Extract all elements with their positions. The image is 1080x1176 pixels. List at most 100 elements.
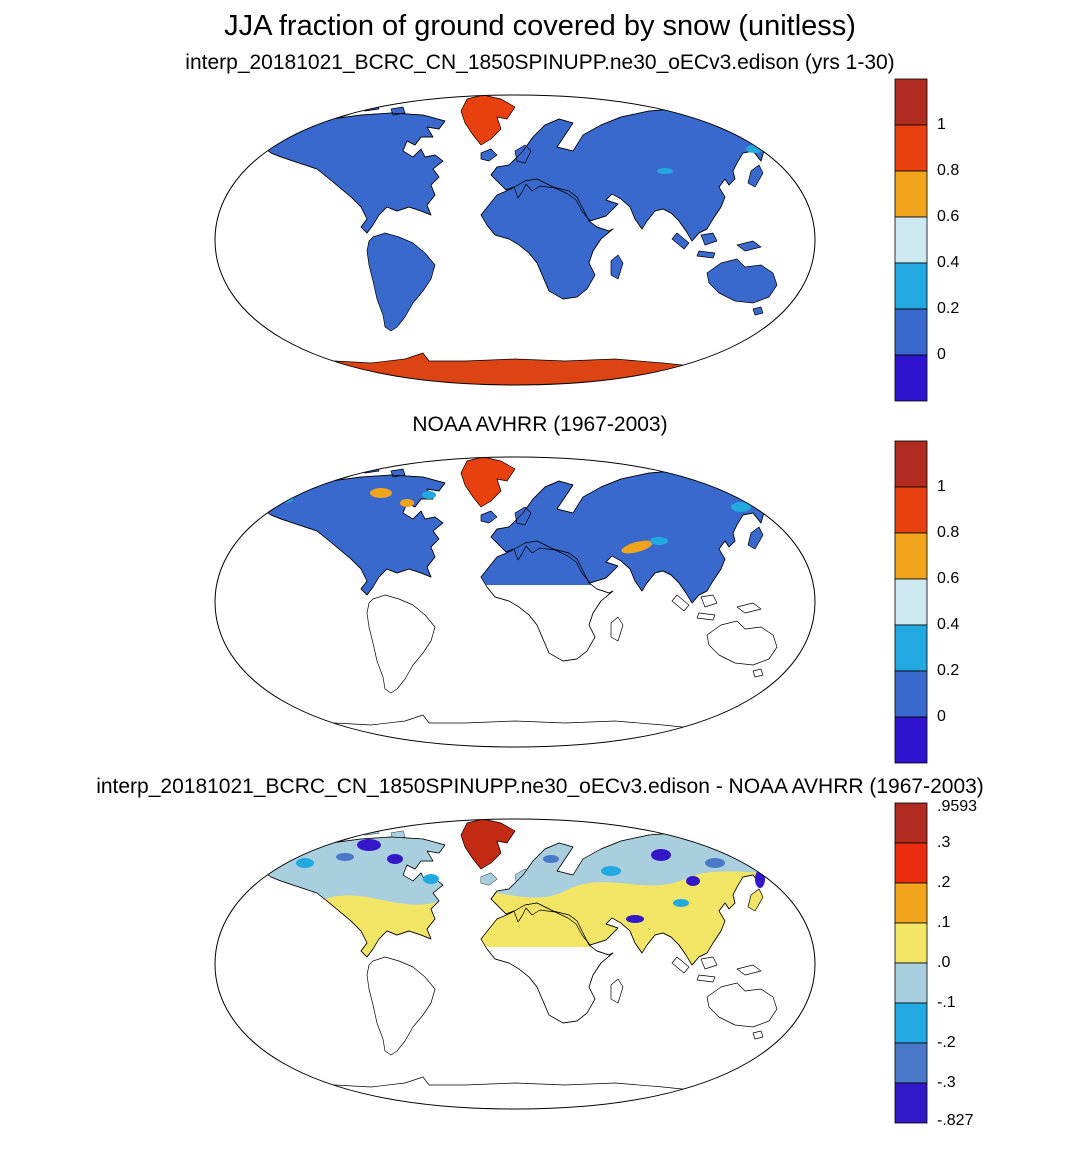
colorbar-tick-label: 1 (937, 116, 946, 133)
panel-obs: NOAA AVHRR (1967-2003) (0, 413, 1080, 767)
colorbar-tick-label: 0.4 (937, 254, 959, 271)
colorbar-segment (894, 578, 928, 626)
new-zealand (785, 656, 806, 682)
colorbar-segment (894, 486, 928, 534)
detail-patch (705, 858, 725, 868)
panel-obs-title: NOAA AVHRR (1967-2003) (412, 413, 668, 436)
colorbar-model: 1 0.8 0.6 0.4 0.2 0 (894, 78, 959, 402)
colorbar-tick-label: 0.8 (937, 162, 959, 179)
colorbar-segment (894, 624, 928, 672)
detail-patch (357, 839, 381, 851)
detail-patch (626, 915, 644, 923)
australia (706, 258, 778, 316)
greenland (460, 95, 516, 146)
detail-patch (296, 858, 314, 868)
indonesia (671, 232, 762, 259)
colorbar-tick-label: 0 (937, 708, 946, 725)
colorbar-tick-label: 1 (937, 478, 946, 495)
detail-patch (673, 899, 689, 907)
iceland (480, 510, 498, 524)
detail-patch (731, 502, 751, 512)
panel-diff-title: interp_20181021_BCRC_CN_1850SPINUPP.ne30… (96, 775, 984, 798)
new-zealand (785, 1018, 806, 1044)
detail-patch (370, 488, 392, 498)
panel-diff: interp_20181021_BCRC_CN_1850SPINUPP.ne30… (0, 775, 1080, 1129)
figure-title: JJA fraction of ground covered by snow (… (224, 10, 856, 42)
greenland (460, 819, 516, 870)
colorbar-tick-label: 0.2 (937, 300, 959, 317)
detail-patch (400, 499, 414, 507)
north-america (262, 474, 446, 596)
colorbar-segment (894, 532, 928, 580)
detail-patch (423, 874, 439, 884)
colorbar-tick-label: 0.6 (937, 570, 959, 587)
south-america (366, 594, 436, 694)
panel-model-title: interp_20181021_BCRC_CN_1850SPINUPP.ne30… (185, 51, 895, 74)
colorbar-segment (894, 354, 928, 402)
colorbar-segment (894, 922, 928, 964)
colorbar-tick-label: .9593 (937, 799, 977, 815)
colorbar-segment (894, 670, 928, 718)
colorbar-obs: 1 0.8 0.6 0.4 0.2 0 (894, 440, 959, 764)
south-america (366, 956, 436, 1056)
madagascar (610, 616, 624, 642)
colorbar-tick-label: .0 (937, 954, 950, 971)
colorbar-segment (894, 882, 928, 924)
colorbar-segment (894, 216, 928, 264)
japan (747, 526, 764, 550)
map-model (214, 94, 816, 386)
indonesia (671, 594, 762, 621)
colorbar-segment (894, 1042, 928, 1084)
australia (706, 982, 778, 1040)
iceland (480, 148, 498, 162)
map-obs (214, 456, 816, 748)
colorbar-tick-label: -.1 (937, 994, 956, 1011)
colorbar-segment (894, 262, 928, 310)
detail-patch (686, 876, 700, 886)
colorbar-tick-label: .3 (937, 834, 950, 851)
south-america (366, 232, 436, 332)
colorbar-segment (894, 842, 928, 884)
detail-patch (387, 854, 403, 864)
colorbar-segment (894, 440, 928, 488)
australia (706, 620, 778, 678)
colorbar-tick-label: .1 (937, 914, 950, 931)
colorbar-segment (894, 78, 928, 126)
indonesia (671, 956, 762, 983)
colorbar-tick-label: -.827 (937, 1112, 974, 1129)
colorbar-segment (894, 1002, 928, 1044)
colorbar-segment (894, 308, 928, 356)
detail-patch (650, 537, 668, 545)
detail-patch (543, 855, 559, 863)
colorbar-segment (894, 170, 928, 218)
japan (747, 164, 764, 188)
colorbar-tick-label: .2 (937, 874, 950, 891)
panel-model: interp_20181021_BCRC_CN_1850SPINUPP.ne30… (0, 51, 1080, 405)
detail-patch (601, 866, 621, 876)
colorbar-segment (894, 124, 928, 172)
colorbar-tick-label: -.2 (937, 1034, 956, 1051)
colorbar-tick-label: 0.4 (937, 616, 959, 633)
north-america (262, 112, 446, 234)
detail-patch (621, 540, 653, 554)
colorbar-segment (894, 1082, 928, 1124)
madagascar (610, 254, 624, 280)
colorbar-tick-label: 0 (937, 346, 946, 363)
colorbar-segment (894, 962, 928, 1004)
colorbar-tick-label: 0.8 (937, 524, 959, 541)
japan (747, 888, 764, 912)
detail-patch (336, 853, 354, 861)
map-diff (214, 818, 816, 1110)
colorbar-tick-label: 0.2 (937, 662, 959, 679)
colorbar-diff: .9593 .3 .2 .1 .0 -.1 -.2 -.3 -.827 (894, 799, 977, 1129)
colorbar-tick-label: -.3 (937, 1074, 956, 1091)
greenland (460, 457, 516, 508)
detail-patch (422, 491, 436, 499)
new-zealand (785, 294, 806, 320)
detail-patch (657, 168, 673, 174)
detail-patch (651, 849, 671, 861)
colorbar-segment (894, 802, 928, 844)
colorbar-tick-label: 0.6 (937, 208, 959, 225)
colorbar-segment (894, 716, 928, 764)
